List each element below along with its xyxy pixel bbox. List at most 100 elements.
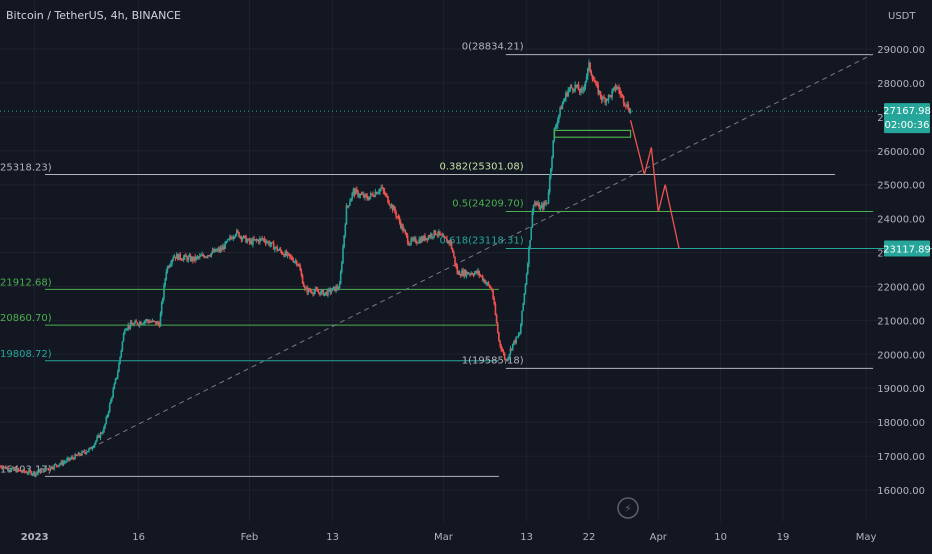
candle-body [21, 471, 23, 473]
candle-body [108, 403, 111, 412]
candle-body [599, 91, 602, 97]
candle-body [95, 440, 97, 444]
candle-body [329, 289, 332, 293]
candle-body [574, 84, 576, 91]
candle-body [328, 289, 330, 291]
candle-body [612, 88, 615, 91]
candle-body [127, 325, 129, 329]
candle-body [368, 196, 371, 200]
candle-body [181, 259, 184, 261]
candle-body [494, 303, 497, 315]
candle-body [41, 468, 44, 470]
candle-body [128, 325, 131, 328]
candle-body [387, 196, 389, 203]
candle-body [627, 103, 630, 110]
candle-body [173, 256, 176, 258]
candle-body [381, 187, 384, 189]
candle-body [611, 90, 613, 98]
candle-body [229, 237, 231, 239]
candle-body [160, 302, 163, 314]
candle-body [334, 286, 336, 292]
candle-body [192, 257, 194, 261]
candle-body [419, 239, 422, 243]
candle-body [1, 467, 4, 469]
countdown-label: 02:00:36 [885, 120, 930, 131]
candle-body [319, 292, 321, 295]
candle-body [277, 249, 280, 251]
candle-body [177, 254, 179, 260]
candle-body [103, 427, 105, 433]
y-tick-label: 16000.00 [877, 486, 925, 497]
candle-body [88, 448, 90, 452]
candle-body [423, 235, 425, 241]
candle-body [330, 290, 333, 293]
candle-body [293, 261, 296, 263]
candle-body [55, 464, 58, 466]
candle-body [521, 310, 523, 325]
current-price-label: 27167.98 [883, 106, 931, 117]
candle-body [548, 176, 551, 192]
candle-body [255, 239, 258, 241]
candle-body [119, 356, 121, 364]
candle-body [433, 230, 436, 237]
candle-body [338, 283, 341, 289]
candle-body [284, 251, 287, 257]
candle-body [84, 452, 87, 454]
candle-body [532, 204, 535, 212]
candle-body [270, 242, 273, 245]
candle-body [484, 279, 486, 284]
candle-body [203, 256, 206, 258]
candle-body [331, 287, 334, 291]
candle-body [86, 451, 89, 453]
candle-body [297, 264, 299, 266]
candle-body [187, 256, 190, 261]
candle-body [32, 471, 35, 475]
candle-body [227, 238, 230, 240]
candle-body [495, 314, 498, 324]
candle-body [562, 101, 565, 104]
candle-body [197, 256, 200, 258]
candle-body [346, 205, 349, 207]
candle-body [29, 470, 31, 472]
candle-body [342, 247, 344, 263]
candle-body [435, 234, 438, 236]
candle-body [274, 247, 276, 250]
candle-body [614, 86, 617, 90]
candle-body [620, 94, 623, 96]
candle-body [275, 246, 277, 248]
candle-body [613, 86, 616, 89]
candle-body [583, 86, 586, 89]
candle-body [71, 457, 74, 459]
candle-body [279, 248, 282, 252]
candle-body [167, 266, 170, 268]
candle-body [301, 275, 304, 284]
candle-body [202, 254, 205, 257]
candle-body [488, 284, 491, 288]
candle-body [264, 241, 267, 244]
candle-body [337, 288, 340, 290]
candle-body [339, 271, 342, 284]
candle-body [101, 432, 104, 434]
candle-body [585, 76, 588, 82]
candle-body [604, 98, 606, 103]
candle-body [209, 255, 211, 257]
y-tick-label: 19000.00 [877, 384, 925, 395]
candle-body [508, 354, 511, 358]
candle-body [544, 202, 546, 204]
candle-body [529, 240, 531, 248]
fib-label: 0.382(25301.08) [440, 161, 524, 172]
candle-body [503, 353, 506, 359]
candle-body [151, 320, 154, 322]
candle-body [307, 288, 310, 293]
candle-body [589, 62, 591, 72]
candle-body [17, 468, 20, 471]
candle-body [51, 466, 53, 469]
candle-body [189, 255, 192, 261]
candle-body [132, 324, 134, 326]
candle-body [454, 256, 456, 265]
candle-body [320, 290, 322, 295]
candle-body [3, 466, 6, 468]
candle-body [537, 203, 539, 205]
